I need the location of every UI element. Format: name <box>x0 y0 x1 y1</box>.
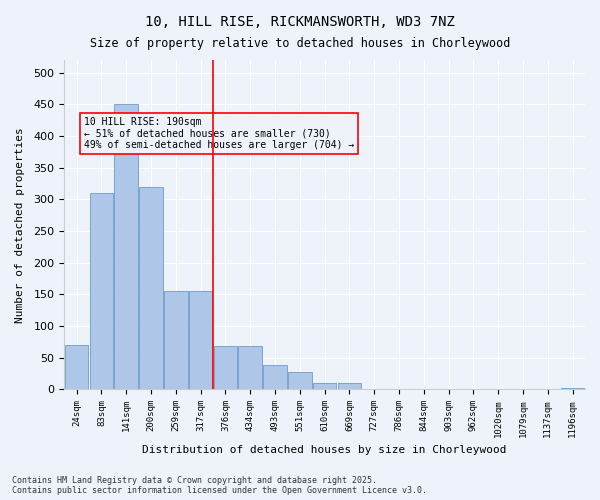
Bar <box>288 372 311 390</box>
Text: Size of property relative to detached houses in Chorleywood: Size of property relative to detached ho… <box>90 38 510 51</box>
Bar <box>338 383 361 390</box>
Bar <box>214 346 237 390</box>
Bar <box>313 383 337 390</box>
Bar <box>561 388 584 390</box>
X-axis label: Distribution of detached houses by size in Chorleywood: Distribution of detached houses by size … <box>142 445 507 455</box>
Y-axis label: Number of detached properties: Number of detached properties <box>15 127 25 322</box>
Bar <box>65 345 88 390</box>
Bar <box>139 186 163 390</box>
Bar <box>89 193 113 390</box>
Bar <box>164 291 188 390</box>
Text: 10 HILL RISE: 190sqm
← 51% of detached houses are smaller (730)
49% of semi-deta: 10 HILL RISE: 190sqm ← 51% of detached h… <box>84 117 354 150</box>
Text: Contains HM Land Registry data © Crown copyright and database right 2025.
Contai: Contains HM Land Registry data © Crown c… <box>12 476 427 495</box>
Bar <box>263 366 287 390</box>
Bar <box>115 104 138 390</box>
Text: 10, HILL RISE, RICKMANSWORTH, WD3 7NZ: 10, HILL RISE, RICKMANSWORTH, WD3 7NZ <box>145 15 455 29</box>
Bar <box>189 291 212 390</box>
Bar <box>238 346 262 390</box>
